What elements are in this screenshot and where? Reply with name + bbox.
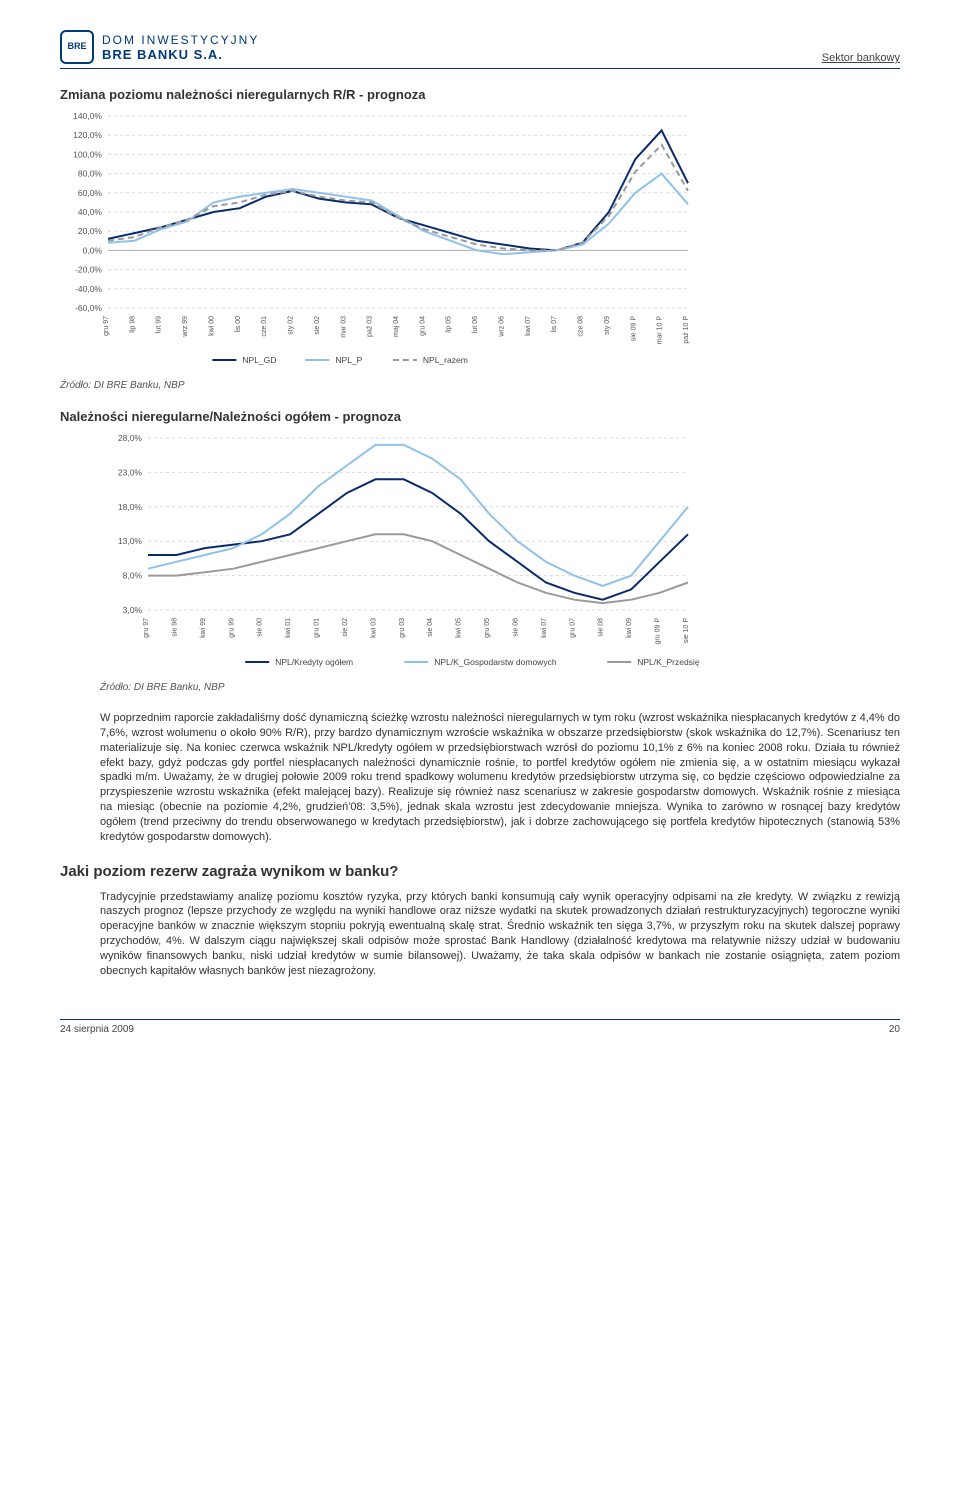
svg-text:sie 02: sie 02 xyxy=(314,316,321,335)
svg-text:mar 10 P: mar 10 P xyxy=(657,316,664,345)
logo-text: DOM INWESTYCYJNY BRE BANKU S.A. xyxy=(102,33,259,62)
footer-date: 24 sierpnia 2009 xyxy=(60,1024,134,1035)
svg-text:kwi 07: kwi 07 xyxy=(541,618,548,638)
svg-text:sie 06: sie 06 xyxy=(512,618,519,637)
svg-text:gru 09 P: gru 09 P xyxy=(655,618,662,645)
svg-text:gru 03: gru 03 xyxy=(399,618,406,638)
svg-text:kwi 00: kwi 00 xyxy=(208,316,215,336)
logo-mark-icon: BRE xyxy=(60,30,94,64)
heading-reserves: Jaki poziom rezerw zagraża wynikom w ban… xyxy=(60,863,900,880)
chart1-source: Źródło: DI BRE Banku, NBP xyxy=(60,380,900,391)
svg-text:kwi 03: kwi 03 xyxy=(370,618,377,638)
svg-text:sty 02: sty 02 xyxy=(288,316,295,335)
svg-text:lut 99: lut 99 xyxy=(156,316,163,333)
svg-text:gru 04: gru 04 xyxy=(419,316,426,336)
svg-text:13,0%: 13,0% xyxy=(118,536,143,546)
logo-line-2: BRE BANKU S.A. xyxy=(102,47,259,62)
svg-text:kwi 07: kwi 07 xyxy=(525,316,532,336)
footer-page-num: 20 xyxy=(889,1024,900,1035)
svg-text:gru 05: gru 05 xyxy=(484,618,491,638)
svg-text:cze 01: cze 01 xyxy=(261,316,268,337)
svg-text:cze 08: cze 08 xyxy=(578,316,585,337)
svg-text:NPL_GD: NPL_GD xyxy=(242,355,276,365)
logo-block: BRE DOM INWESTYCYJNY BRE BANKU S.A. xyxy=(60,30,259,64)
svg-text:kwi 05: kwi 05 xyxy=(456,618,463,638)
svg-text:paź 03: paź 03 xyxy=(367,316,374,337)
chart2-title: Należności nieregularne/Należności ogółe… xyxy=(60,409,900,424)
svg-text:kwi 09: kwi 09 xyxy=(626,618,633,638)
svg-text:23,0%: 23,0% xyxy=(118,467,143,477)
svg-text:sie 04: sie 04 xyxy=(427,618,434,637)
svg-text:paź 10 P: paź 10 P xyxy=(683,316,690,344)
chart2-source: Źródło: DI BRE Banku, NBP xyxy=(100,682,900,693)
svg-text:lip 05: lip 05 xyxy=(446,316,453,333)
svg-text:28,0%: 28,0% xyxy=(118,433,143,443)
svg-text:NPL/K_Gospodarstw domowych: NPL/K_Gospodarstw domowych xyxy=(434,657,557,667)
svg-text:maj 04: maj 04 xyxy=(393,316,400,337)
paragraph-1: W poprzednim raporcie zakładaliśmy dość … xyxy=(100,711,900,845)
svg-text:lut 06: lut 06 xyxy=(472,316,479,333)
svg-text:sie 00: sie 00 xyxy=(257,618,264,637)
svg-text:sie 02: sie 02 xyxy=(342,618,349,637)
svg-text:sty 09: sty 09 xyxy=(604,316,611,335)
svg-text:-40,0%: -40,0% xyxy=(75,284,102,294)
svg-text:0,0%: 0,0% xyxy=(83,245,103,255)
svg-text:8,0%: 8,0% xyxy=(123,571,143,581)
svg-text:NPL_razem: NPL_razem xyxy=(423,355,468,365)
svg-text:-60,0%: -60,0% xyxy=(75,303,102,313)
svg-text:80,0%: 80,0% xyxy=(78,169,103,179)
svg-text:gru 97: gru 97 xyxy=(103,316,110,336)
svg-text:gru 99: gru 99 xyxy=(228,618,235,638)
svg-text:gru 97: gru 97 xyxy=(143,618,150,638)
page-header: BRE DOM INWESTYCYJNY BRE BANKU S.A. Sekt… xyxy=(60,30,900,69)
svg-text:lip 98: lip 98 xyxy=(129,316,136,333)
svg-text:gru 01: gru 01 xyxy=(314,618,321,638)
svg-text:sie 09 P: sie 09 P xyxy=(630,316,637,342)
svg-text:60,0%: 60,0% xyxy=(78,188,103,198)
svg-text:NPL/K_Przedsiębiorstw: NPL/K_Przedsiębiorstw xyxy=(637,657,700,667)
chart2: 3,0% 8,0% 13,0% 18,0% 23,0% 28,0% gru 97 sie 98… xyxy=(100,430,900,672)
svg-text:100,0%: 100,0% xyxy=(73,149,102,159)
paragraph-2: Tradycyjnie przedstawiamy analizę poziom… xyxy=(100,890,900,979)
svg-text:3,0%: 3,0% xyxy=(123,605,143,615)
chart1: -60,0% -40,0% -20,0% 0,0% 20,0% 40,0% 60,0% 80,… xyxy=(60,108,900,370)
svg-text:40,0%: 40,0% xyxy=(78,207,103,217)
sector-label: Sektor bankowy xyxy=(822,52,900,64)
svg-text:sie 98: sie 98 xyxy=(171,618,178,637)
svg-text:120,0%: 120,0% xyxy=(73,130,102,140)
svg-text:mar 03: mar 03 xyxy=(340,316,347,338)
svg-text:20,0%: 20,0% xyxy=(78,226,103,236)
svg-text:gru 07: gru 07 xyxy=(569,618,576,638)
svg-text:140,0%: 140,0% xyxy=(73,111,102,121)
svg-text:lis 00: lis 00 xyxy=(235,316,242,332)
svg-text:kwi 99: kwi 99 xyxy=(200,618,207,638)
svg-text:lis 07: lis 07 xyxy=(551,316,558,332)
svg-text:wrz 99: wrz 99 xyxy=(182,316,189,338)
page-footer: 24 sierpnia 2009 20 xyxy=(60,1019,900,1035)
logo-line-1: DOM INWESTYCYJNY xyxy=(102,33,259,47)
svg-text:NPL_P: NPL_P xyxy=(335,355,362,365)
svg-text:sie 08: sie 08 xyxy=(598,618,605,637)
page-content: BRE DOM INWESTYCYJNY BRE BANKU S.A. Sekt… xyxy=(0,0,960,1065)
svg-text:wrz 06: wrz 06 xyxy=(498,316,505,338)
svg-text:sie 10 P: sie 10 P xyxy=(683,618,690,644)
svg-text:NPL/Kredyty ogółem: NPL/Kredyty ogółem xyxy=(275,657,353,667)
svg-text:18,0%: 18,0% xyxy=(118,502,143,512)
svg-text:kwi 01: kwi 01 xyxy=(285,618,292,638)
svg-text:-20,0%: -20,0% xyxy=(75,265,102,275)
chart1-title: Zmiana poziomu należności nieregularnych… xyxy=(60,87,900,102)
